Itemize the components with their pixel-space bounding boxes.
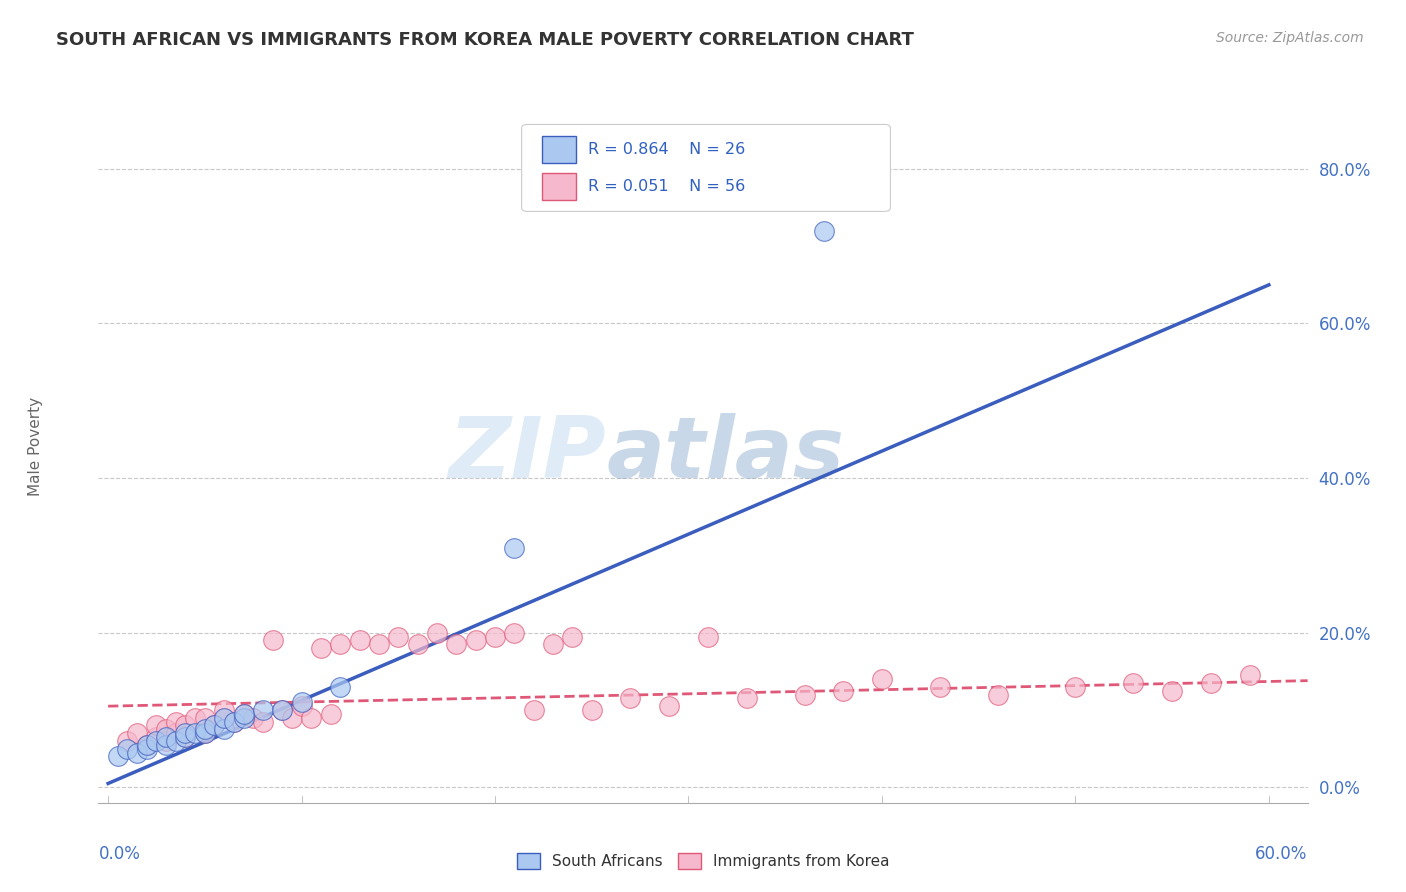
Point: [174, 718, 197, 732]
Point: [184, 711, 207, 725]
Point: [127, 746, 149, 760]
Point: [242, 711, 264, 725]
Text: 60.0%: 60.0%: [1256, 845, 1308, 863]
Point: [387, 630, 409, 644]
Point: [1239, 668, 1261, 682]
FancyBboxPatch shape: [522, 124, 890, 211]
Point: [204, 718, 226, 732]
Text: atlas: atlas: [606, 413, 845, 497]
Point: [426, 625, 449, 640]
Text: Male Poverty: Male Poverty: [28, 396, 42, 496]
Point: [271, 703, 294, 717]
Point: [135, 738, 157, 752]
Point: [127, 726, 149, 740]
Point: [619, 691, 641, 706]
Point: [329, 637, 352, 651]
Point: [204, 718, 226, 732]
Point: [107, 749, 129, 764]
Point: [145, 734, 167, 748]
Point: [1161, 683, 1184, 698]
Point: [870, 672, 893, 686]
FancyBboxPatch shape: [543, 136, 576, 162]
Point: [194, 726, 217, 740]
Point: [155, 730, 177, 744]
Point: [406, 637, 429, 651]
Point: [464, 633, 486, 648]
Text: 0.0%: 0.0%: [98, 845, 141, 863]
Text: ZIP: ZIP: [449, 413, 606, 497]
Point: [222, 714, 245, 729]
Point: [368, 637, 391, 651]
Point: [262, 633, 284, 648]
Point: [1122, 676, 1144, 690]
Text: R = 0.864    N = 26: R = 0.864 N = 26: [588, 142, 745, 157]
Point: [523, 703, 546, 717]
Point: [252, 714, 274, 729]
Point: [222, 714, 245, 729]
Point: [232, 706, 254, 721]
Point: [145, 718, 167, 732]
Point: [813, 224, 835, 238]
Point: [145, 730, 167, 744]
Point: [832, 683, 855, 698]
Point: [212, 723, 235, 737]
Point: [503, 625, 526, 640]
Point: [232, 706, 254, 721]
Point: [174, 726, 197, 740]
Point: [290, 695, 312, 709]
Text: Source: ZipAtlas.com: Source: ZipAtlas.com: [1216, 31, 1364, 45]
Point: [212, 703, 235, 717]
FancyBboxPatch shape: [543, 173, 576, 200]
Point: [135, 741, 157, 756]
Point: [117, 734, 139, 748]
Point: [165, 714, 187, 729]
Point: [309, 641, 332, 656]
Point: [735, 691, 758, 706]
Point: [349, 633, 371, 648]
Point: [929, 680, 952, 694]
Point: [987, 688, 1010, 702]
Point: [561, 630, 583, 644]
Point: [212, 711, 235, 725]
Point: [658, 699, 681, 714]
Point: [1199, 676, 1222, 690]
Point: [252, 703, 274, 717]
Point: [281, 711, 304, 725]
Point: [319, 706, 342, 721]
Text: SOUTH AFRICAN VS IMMIGRANTS FROM KOREA MALE POVERTY CORRELATION CHART: SOUTH AFRICAN VS IMMIGRANTS FROM KOREA M…: [56, 31, 914, 49]
Point: [793, 688, 815, 702]
Point: [117, 741, 139, 756]
Point: [329, 680, 352, 694]
Point: [271, 703, 294, 717]
Point: [165, 726, 187, 740]
Point: [290, 699, 312, 714]
Point: [194, 723, 217, 737]
Point: [135, 738, 157, 752]
Point: [299, 711, 322, 725]
Point: [165, 734, 187, 748]
Point: [155, 723, 177, 737]
Point: [484, 630, 506, 644]
Point: [155, 738, 177, 752]
Point: [194, 726, 217, 740]
Point: [212, 711, 235, 725]
Point: [232, 711, 254, 725]
Point: [503, 541, 526, 555]
Point: [194, 711, 217, 725]
Text: R = 0.051    N = 56: R = 0.051 N = 56: [588, 179, 745, 194]
Point: [541, 637, 564, 651]
Point: [696, 630, 718, 644]
Point: [184, 726, 207, 740]
Point: [174, 730, 197, 744]
Point: [155, 734, 177, 748]
Point: [446, 637, 468, 651]
Point: [1064, 680, 1087, 694]
Point: [174, 730, 197, 744]
Point: [581, 703, 603, 717]
Legend: South Africans, Immigrants from Korea: South Africans, Immigrants from Korea: [510, 847, 896, 875]
